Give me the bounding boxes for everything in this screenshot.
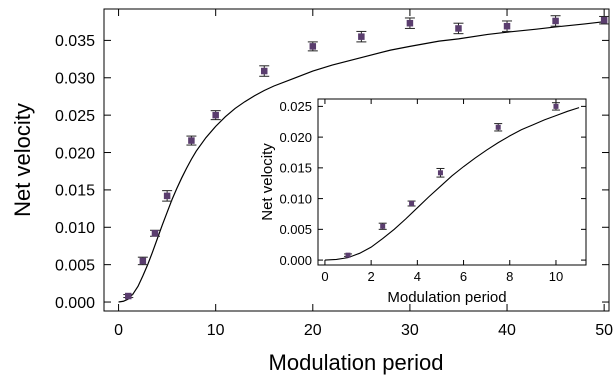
main-panel: 0 10 20 30 40 500.0000.0050.0100.0150.0200.02… <box>10 8 613 375</box>
main-plot-content: 0 10 20 30 40 500.0000.0050.0100.0150.0200.02… <box>55 9 613 339</box>
inset-panel: 0 2 4 6 8 10 0.000 0.005 0.010 0.015 0.020 0.025 Mo… <box>259 98 587 306</box>
main-x-tick-label: 40 <box>498 322 516 339</box>
main-x-tick-label: 0 <box>114 322 123 339</box>
main-x-axis-title: Modulation period <box>269 350 444 375</box>
main-data-point <box>139 257 147 265</box>
main-data-point <box>125 292 132 300</box>
main-data-point <box>503 22 511 30</box>
inset-data-point <box>380 223 386 229</box>
main-plot-frame <box>103 8 610 312</box>
main-x-tick-label: 30 <box>401 322 419 339</box>
inset-y-tick-label: 0.020 <box>279 130 312 145</box>
main-y-tick-label: 0.035 <box>55 33 95 50</box>
inset-x-tick-label: 8 <box>506 269 513 284</box>
main-data-point <box>455 25 462 32</box>
main-data-point <box>212 111 219 119</box>
inset-x-tick-label: 0 <box>321 269 328 284</box>
main-data-point <box>406 19 414 27</box>
main-data-point <box>188 137 195 144</box>
inset-plot-content: 0 2 4 6 8 10 0.000 0.005 0.010 0.015 0.020 0.025 <box>279 99 586 284</box>
inset-x-tick-label: 4 <box>414 269 421 284</box>
inset-y-tick-label: 0.025 <box>279 99 312 114</box>
inset-data-point <box>345 252 351 258</box>
main-y-tick-label: 0.000 <box>55 295 95 312</box>
main-data-point <box>151 230 159 237</box>
main-data-point <box>260 67 268 75</box>
inset-data-point <box>409 201 415 207</box>
main-data-point <box>309 43 317 50</box>
inset-x-tick-label: 2 <box>368 269 375 284</box>
main-x-tick-label: 50 <box>595 322 613 339</box>
inset-data-point <box>437 170 443 176</box>
inset-plot-frame <box>317 98 587 266</box>
main-data-point <box>552 17 559 25</box>
inset-x-axis-title: Modulation period <box>387 289 506 306</box>
inset-y-tick-label: 0.010 <box>279 191 312 206</box>
inset-y-axis-title: Net velocity <box>259 143 276 221</box>
inset-y-tick-label: 0.015 <box>279 161 312 176</box>
inset-data-point <box>495 124 501 130</box>
inset-y-tick-label: 0.000 <box>279 253 312 268</box>
inset-data-point <box>553 103 559 109</box>
main-y-tick-label: 0.025 <box>55 108 95 125</box>
inset-y-tick-label: 0.005 <box>279 222 312 237</box>
main-x-tick-label: 20 <box>304 322 322 339</box>
main-data-point <box>358 33 365 40</box>
main-y-tick-label: 0.005 <box>55 257 95 274</box>
main-x-tick-label: 10 <box>207 322 225 339</box>
main-y-tick-label: 0.020 <box>55 145 95 162</box>
inset-fit-curve <box>324 107 580 261</box>
main-data-point <box>163 192 171 200</box>
main-y-tick-label: 0.015 <box>55 183 95 200</box>
main-fit-curve <box>118 21 605 303</box>
main-data-point <box>600 16 608 24</box>
inset-x-tick-label: 10 <box>549 269 563 284</box>
inset-background <box>318 99 586 265</box>
main-y-tick-label: 0.010 <box>55 220 95 237</box>
main-y-axis-title: Net velocity <box>10 103 35 217</box>
main-y-tick-label: 0.030 <box>55 71 95 88</box>
inset-x-tick-label: 6 <box>460 269 467 284</box>
